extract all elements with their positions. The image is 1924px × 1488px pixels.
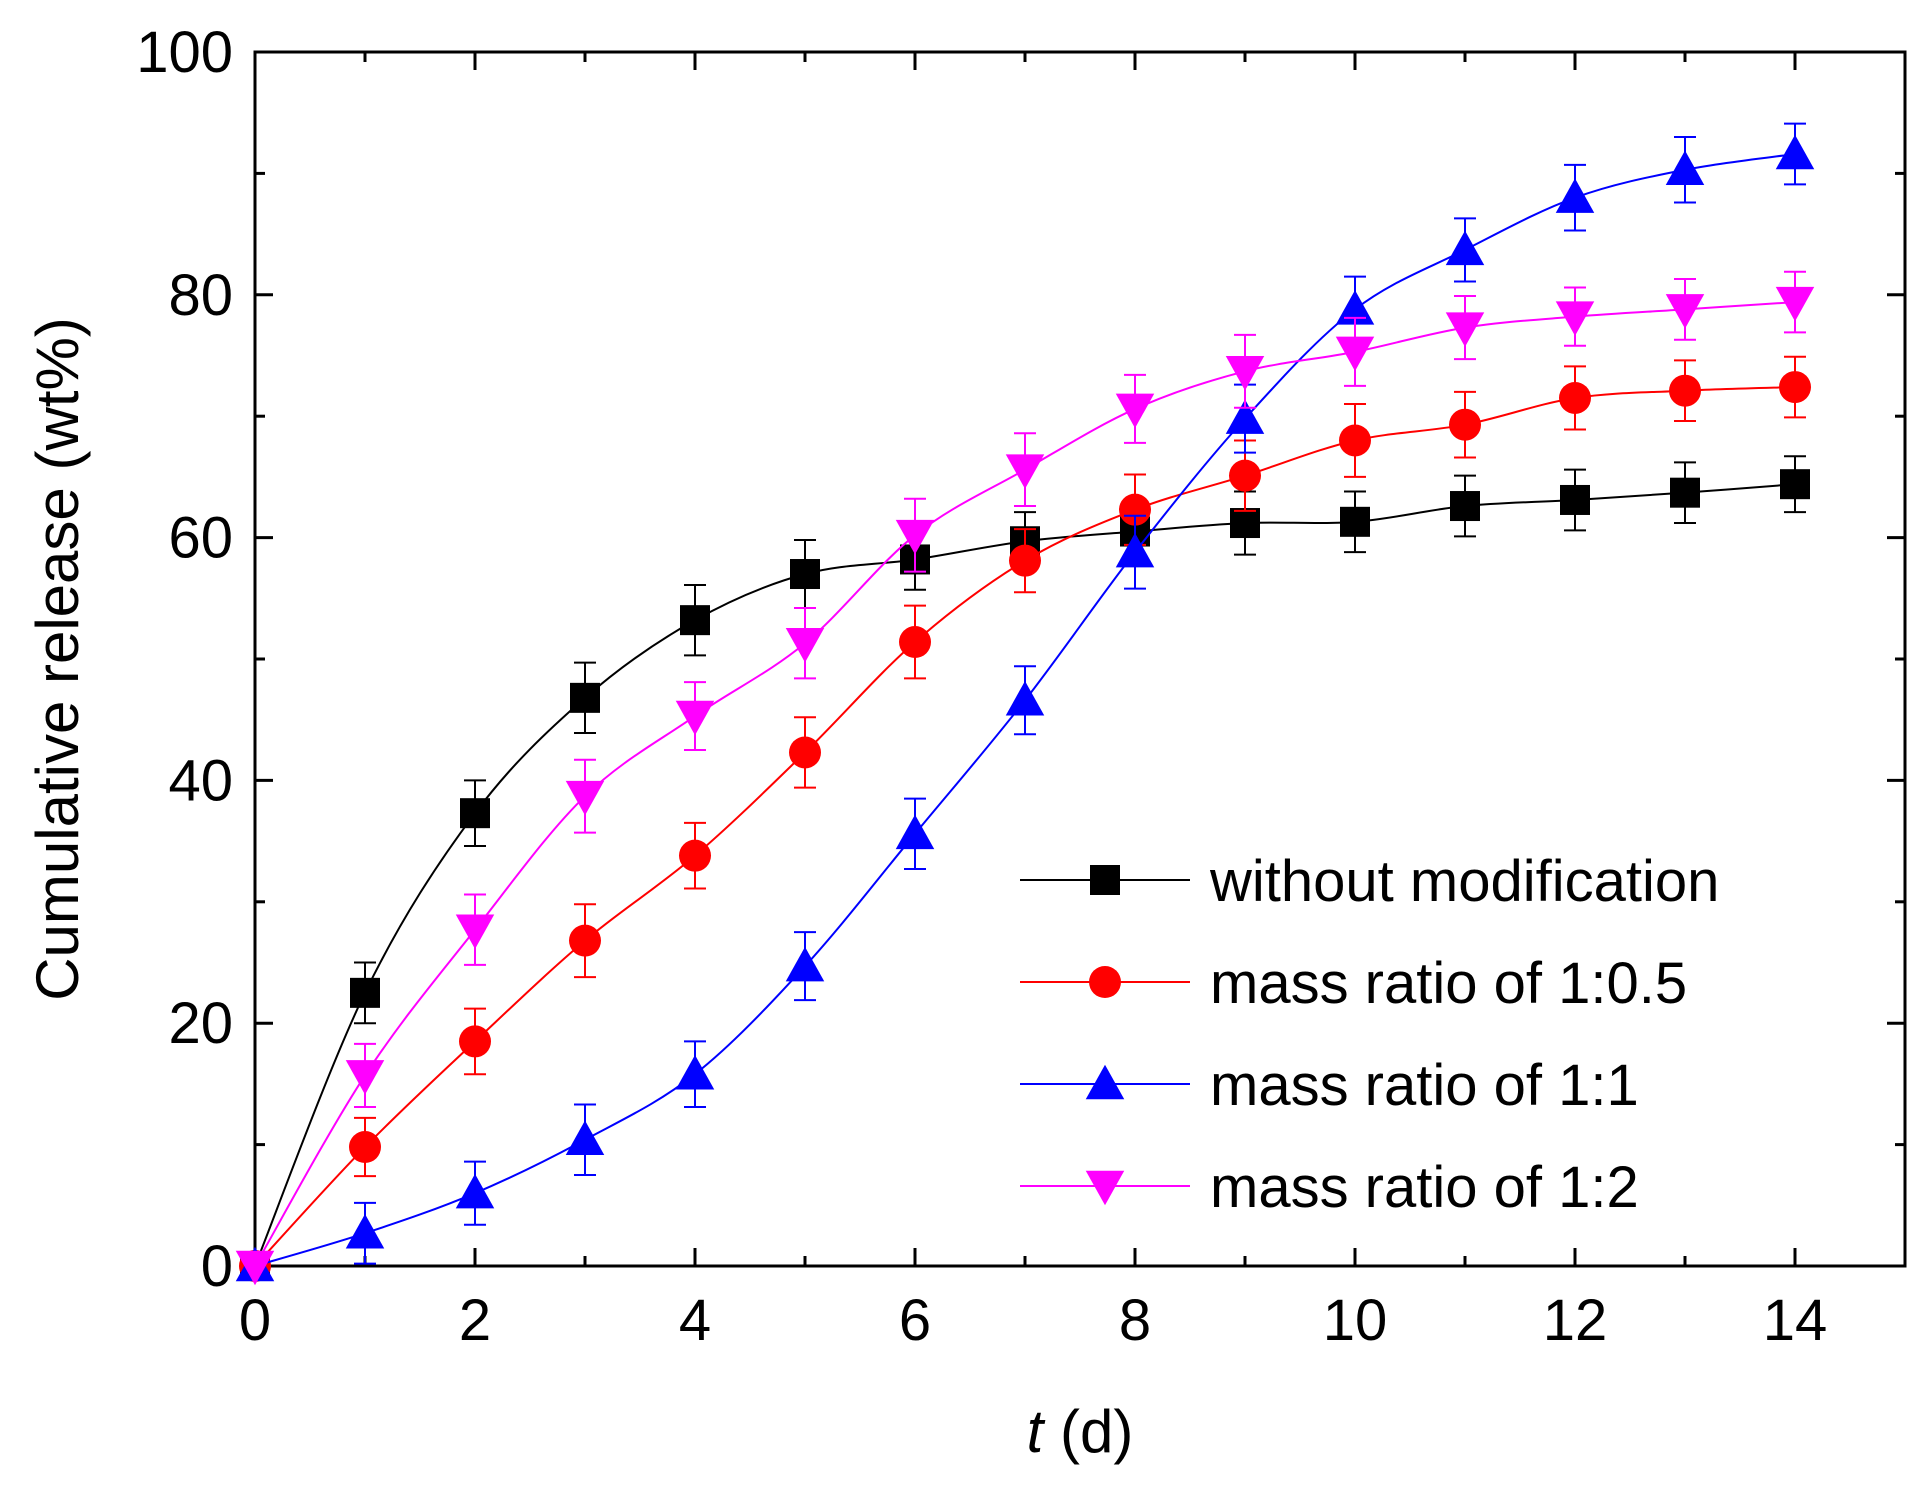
x-tick-label: 8 xyxy=(1119,1288,1151,1353)
y-axis-title: Cumulative release (wt%) xyxy=(24,317,91,1001)
data-point xyxy=(1670,477,1700,508)
legend-label: mass ratio of 1:0.5 xyxy=(1210,951,1687,1016)
series-line xyxy=(254,386,1796,1267)
data-point xyxy=(1225,399,1265,434)
data-point xyxy=(565,780,605,816)
data-point xyxy=(455,1173,495,1209)
legend-marker xyxy=(1089,966,1121,998)
data-point xyxy=(1229,459,1261,492)
data-point xyxy=(569,924,601,957)
data-point xyxy=(1339,424,1371,457)
x-axis-title: t (d) xyxy=(1027,1398,1134,1465)
data-point xyxy=(1005,681,1045,716)
data-point xyxy=(1775,134,1815,170)
data-point xyxy=(899,626,931,659)
y-tick-label: 100 xyxy=(136,20,233,85)
data-point xyxy=(235,1250,275,1286)
data-point xyxy=(1555,301,1595,336)
data-point xyxy=(1335,336,1375,372)
data-point xyxy=(675,1054,715,1090)
legend-marker xyxy=(1085,1170,1125,1206)
y-tick-label: 60 xyxy=(168,506,233,571)
legend-label: without modification xyxy=(1209,849,1719,914)
data-point xyxy=(895,519,935,555)
x-tick-label: 4 xyxy=(679,1288,711,1353)
data-point xyxy=(345,1213,385,1249)
y-tick-label: 80 xyxy=(168,263,233,328)
data-point xyxy=(1780,469,1810,500)
data-point xyxy=(1009,544,1041,577)
data-point xyxy=(1340,506,1370,537)
data-point xyxy=(565,1120,605,1155)
data-point xyxy=(679,839,711,872)
data-point xyxy=(1230,508,1260,539)
y-tick-label: 20 xyxy=(168,991,233,1056)
data-point xyxy=(1445,230,1485,266)
data-point xyxy=(1669,374,1701,407)
x-tick-label: 2 xyxy=(459,1288,491,1353)
series-3 xyxy=(235,270,1815,1286)
data-point xyxy=(350,977,380,1008)
data-point xyxy=(1335,290,1375,325)
x-tick-label: 10 xyxy=(1323,1288,1388,1353)
data-point xyxy=(459,1025,491,1058)
data-point xyxy=(789,736,821,769)
series-0 xyxy=(240,455,1810,1281)
data-point xyxy=(895,814,935,850)
data-point xyxy=(675,700,715,736)
data-point xyxy=(455,914,495,949)
legend-label: mass ratio of 1:2 xyxy=(1210,1155,1639,1220)
legend: without modification mass ratio of 1:0.5 m… xyxy=(1020,849,1719,1220)
data-point xyxy=(349,1131,381,1164)
data-point xyxy=(790,559,820,590)
legend-label: mass ratio of 1:1 xyxy=(1210,1053,1639,1118)
data-point xyxy=(345,1060,385,1095)
series-line xyxy=(254,483,1796,1267)
data-point xyxy=(1445,312,1485,347)
x-tick-label: 12 xyxy=(1543,1288,1608,1353)
data-point xyxy=(1450,491,1480,522)
x-tick-label: 14 xyxy=(1763,1288,1828,1353)
data-point xyxy=(1115,393,1155,429)
data-point xyxy=(785,946,825,982)
data-point xyxy=(785,627,825,663)
data-point xyxy=(1779,371,1811,404)
data-point xyxy=(1449,408,1481,441)
data-point xyxy=(1560,484,1590,515)
data-point xyxy=(1119,493,1151,526)
x-tick-label: 0 xyxy=(239,1288,271,1353)
series-1 xyxy=(239,355,1811,1282)
x-tick-label: 6 xyxy=(899,1288,931,1353)
data-point xyxy=(1555,178,1595,213)
data-point xyxy=(1225,356,1265,391)
legend-marker xyxy=(1085,1064,1125,1100)
data-point xyxy=(460,798,490,829)
data-point xyxy=(1665,150,1705,186)
data-point xyxy=(1665,294,1705,329)
data-point xyxy=(570,682,600,713)
data-point xyxy=(1005,454,1045,489)
data-point xyxy=(1115,532,1155,568)
data-point xyxy=(680,605,710,636)
legend-marker xyxy=(1090,865,1120,895)
y-tick-label: 0 xyxy=(201,1234,233,1299)
series-2 xyxy=(235,122,1815,1282)
y-tick-label: 40 xyxy=(168,748,233,813)
data-point xyxy=(1559,381,1591,414)
data-point xyxy=(1775,286,1815,322)
